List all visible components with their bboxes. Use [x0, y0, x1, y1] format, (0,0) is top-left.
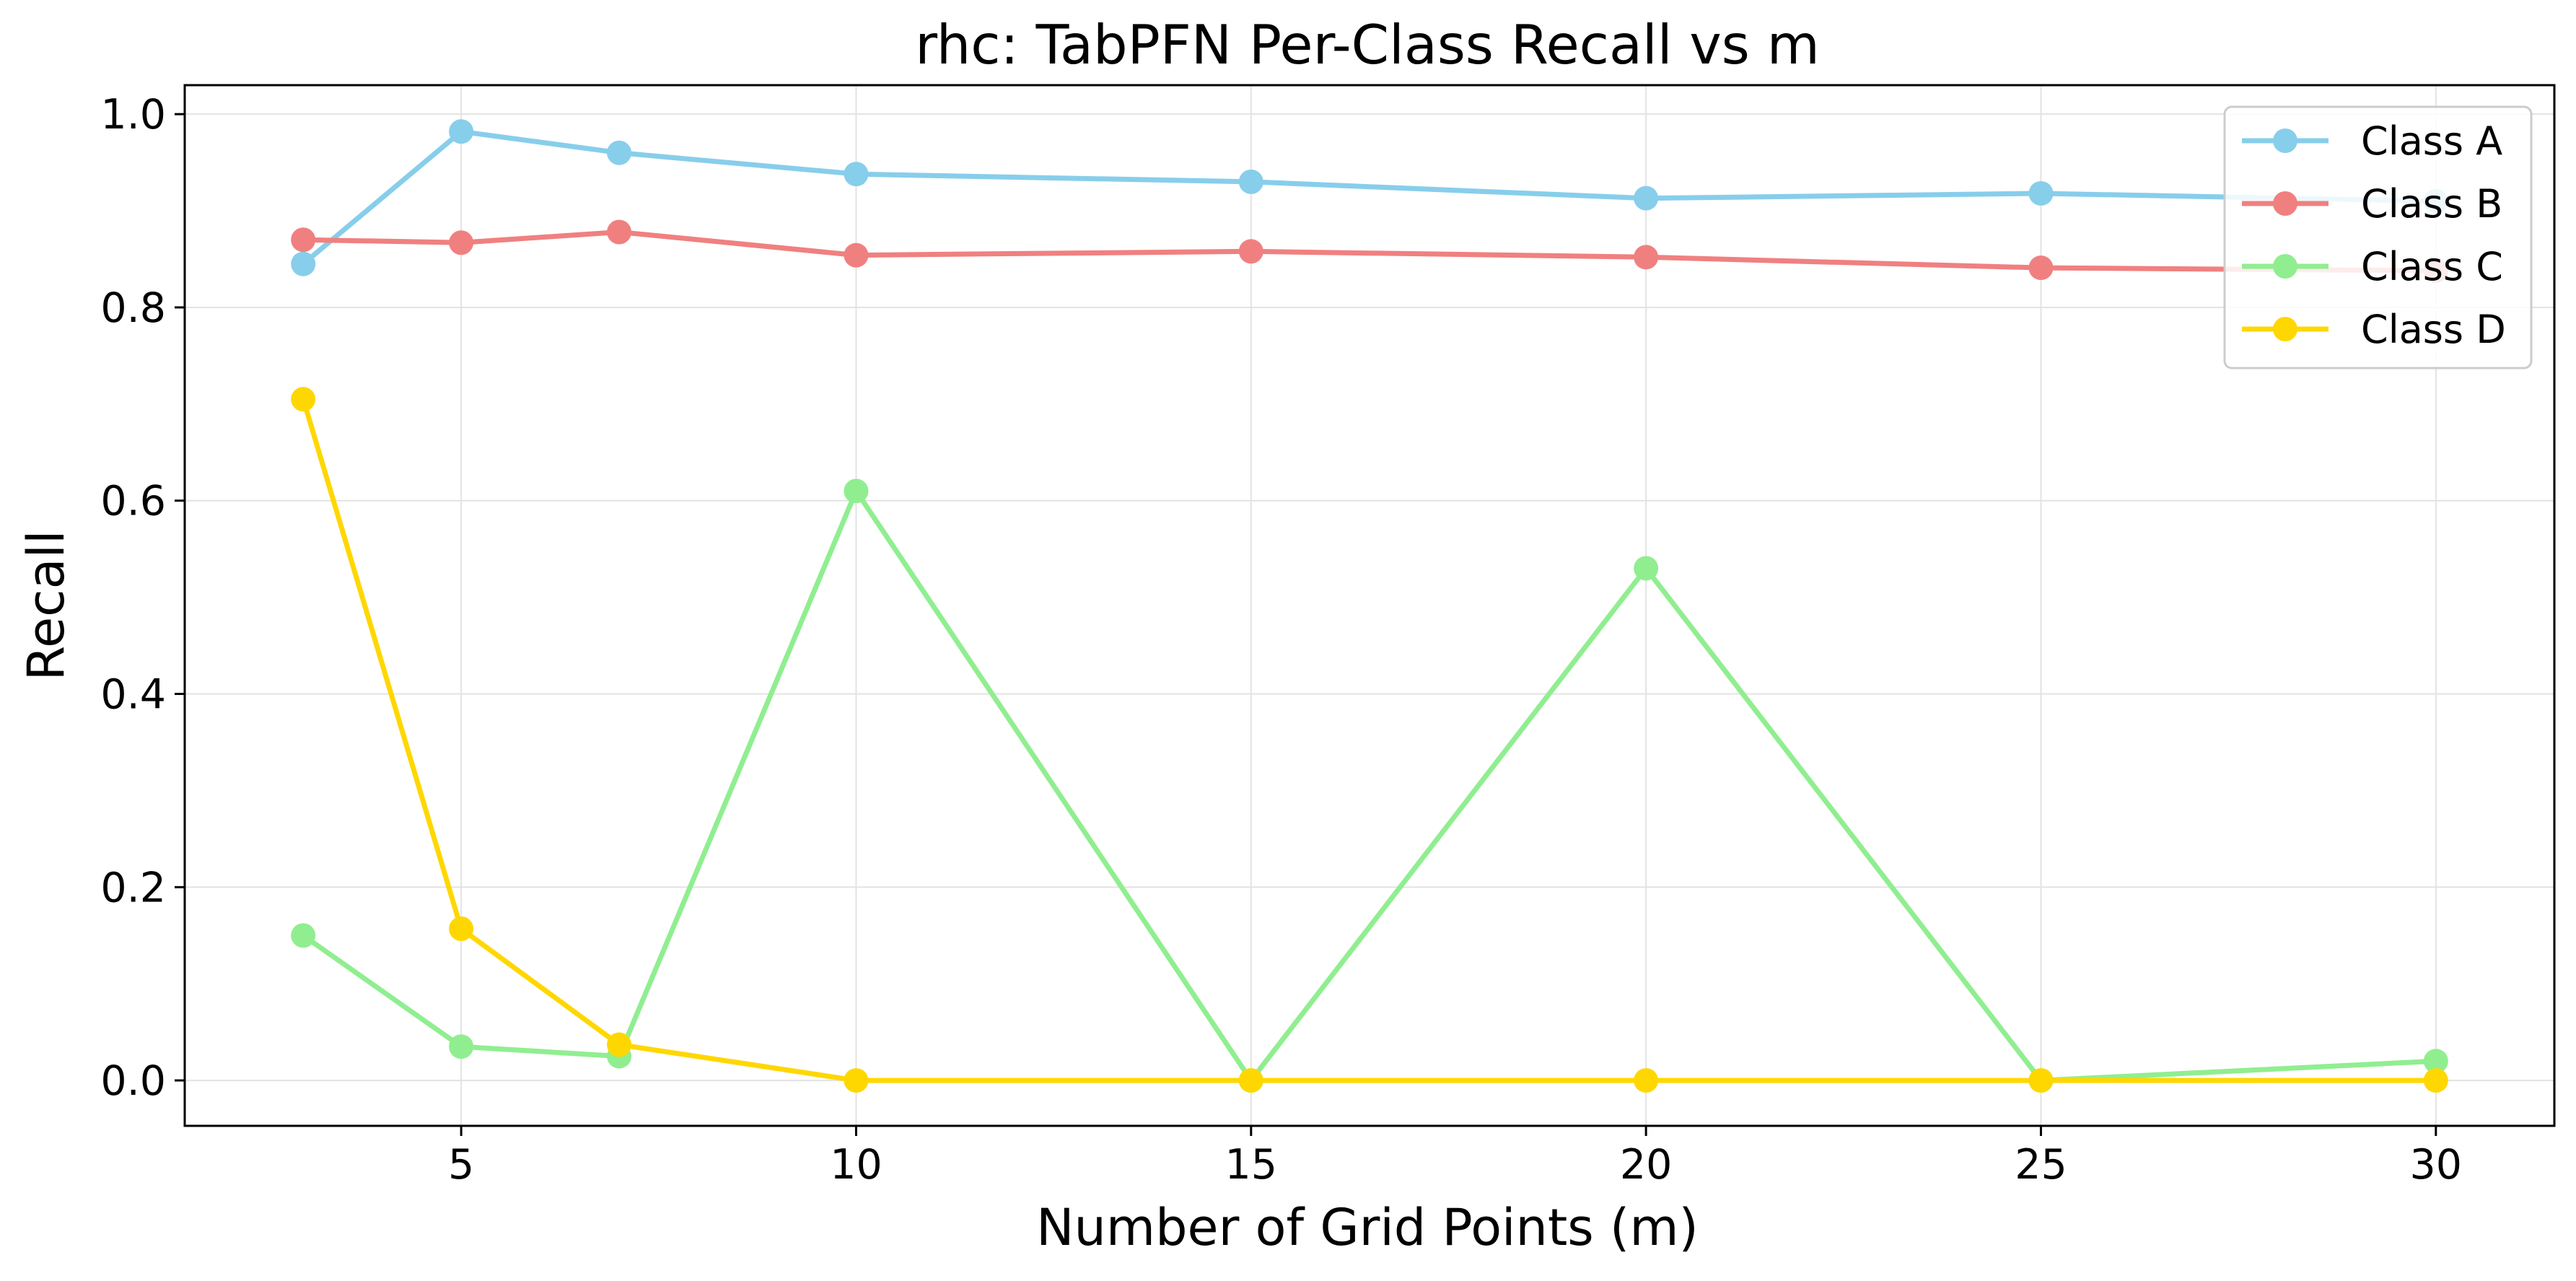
chart-title: rhc: TabPFN Per-Class Recall vs m	[915, 13, 1820, 76]
data-point-class-b	[1634, 245, 1659, 270]
series-line-class-c	[300, 488, 2439, 1083]
x-tick-label: 10	[830, 1141, 882, 1189]
data-point-class-b	[2028, 255, 2054, 281]
series-class-b	[291, 219, 2448, 284]
series-class-d	[291, 387, 2448, 1093]
y-tick-label: 1.0	[100, 91, 166, 139]
legend-swatch-marker	[2273, 254, 2297, 279]
y-tick-label: 0.4	[100, 671, 166, 719]
series-line-class-a	[300, 128, 2439, 267]
series-layer	[291, 119, 2448, 1093]
data-point-class-d	[844, 1068, 869, 1093]
legend-label: Class B	[2361, 181, 2502, 227]
data-point-class-b	[844, 242, 869, 268]
legend-label: Class A	[2361, 118, 2502, 164]
y-axis-label: Recall	[17, 530, 76, 681]
x-axis-label: Number of Grid Points (m)	[1036, 1198, 1699, 1257]
y-tick-label: 0.2	[100, 864, 166, 911]
data-point-class-b	[291, 227, 316, 253]
legend-label: Class C	[2361, 244, 2503, 289]
y-tick-label: 0.8	[100, 284, 166, 332]
data-point-class-c	[1634, 556, 1659, 581]
legend-item-class-d: Class D	[2242, 307, 2506, 352]
x-tick-label: 15	[1225, 1141, 1278, 1189]
data-point-class-a	[1634, 185, 1659, 211]
data-point-class-a	[844, 162, 869, 187]
data-point-class-d	[607, 1032, 632, 1057]
data-point-class-c	[844, 478, 869, 504]
data-point-class-d	[291, 387, 316, 412]
legend: Class A Class B Class C Class D	[2223, 105, 2533, 370]
plot-frame	[183, 84, 2556, 1127]
legend-swatch-marker	[2273, 191, 2297, 216]
y-tick-label: 0.6	[100, 478, 166, 525]
legend-box	[2223, 105, 2533, 370]
data-point-class-b	[1238, 239, 1263, 264]
series-line-class-d	[300, 396, 2439, 1083]
y-axis: 0.0 0.2 0.4 0.6 0.8 1.0	[100, 91, 185, 1105]
data-point-class-b	[607, 219, 632, 245]
data-point-class-a	[1238, 169, 1263, 194]
data-point-class-d	[2028, 1068, 2054, 1093]
data-point-class-d	[2423, 1068, 2448, 1093]
x-tick-label: 25	[2015, 1141, 2067, 1189]
legend-item-class-c: Class C	[2242, 244, 2503, 289]
legend-item-class-b: Class B	[2242, 181, 2502, 227]
data-point-class-a	[291, 251, 316, 276]
legend-item-class-a: Class A	[2242, 118, 2502, 164]
data-point-class-b	[449, 230, 474, 255]
data-point-class-a	[2028, 180, 2054, 206]
data-point-class-c	[2423, 1049, 2448, 1074]
data-point-class-c	[291, 923, 316, 948]
data-point-class-a	[607, 140, 632, 165]
x-tick-label: 5	[448, 1141, 474, 1189]
y-tick-label: 0.0	[100, 1057, 166, 1105]
legend-swatch-marker	[2273, 317, 2297, 341]
data-point-class-a	[449, 119, 474, 144]
data-point-class-d	[449, 916, 474, 941]
data-point-class-c	[449, 1034, 474, 1059]
data-point-class-d	[1238, 1068, 1263, 1093]
series-line-class-b	[300, 229, 2439, 274]
x-tick-label: 20	[1620, 1141, 1673, 1189]
data-point-class-d	[1634, 1068, 1659, 1093]
legend-label: Class D	[2361, 307, 2506, 352]
x-axis: 5 10 15 20 25 30	[448, 1126, 2462, 1189]
legend-swatch-marker	[2273, 128, 2297, 153]
x-tick-label: 30	[2410, 1141, 2463, 1189]
